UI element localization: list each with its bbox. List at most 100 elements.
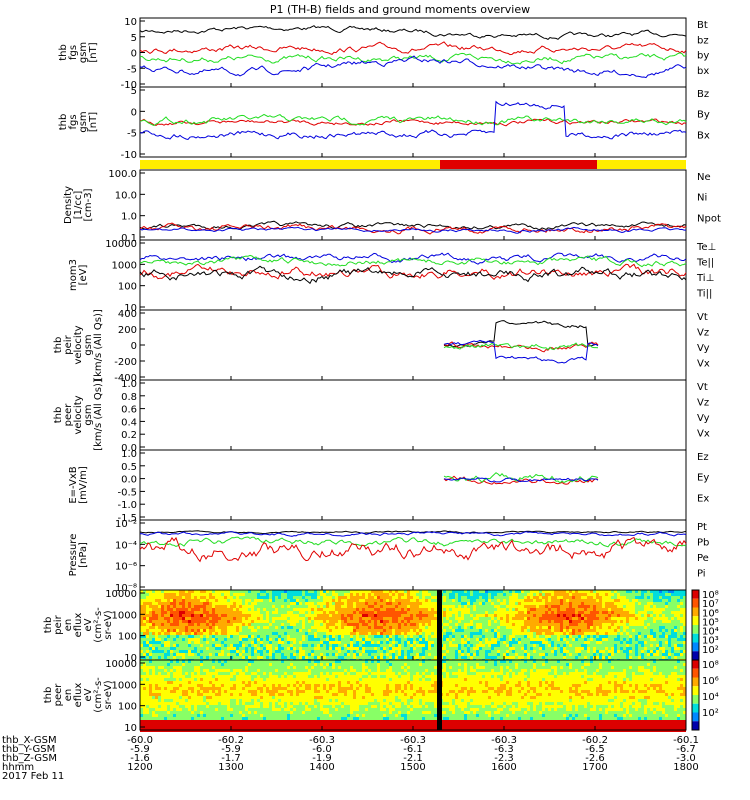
spectrogram-cell: [344, 635, 347, 638]
spectrogram-cell: [665, 608, 668, 611]
spectrogram-cell: [458, 599, 461, 602]
spectrogram-cell: [341, 590, 344, 593]
spectrogram-cell: [158, 663, 161, 666]
spectrogram-cell: [269, 656, 272, 659]
spectrogram-cell: [326, 599, 329, 602]
spectrogram-cell: [578, 590, 581, 593]
spectrogram-cell: [434, 644, 437, 647]
spectrogram-cell: [476, 617, 479, 620]
spectrogram-cell: [155, 717, 158, 720]
spectrogram-cell: [182, 660, 185, 663]
spectrogram-cell: [587, 650, 590, 653]
spectrogram-cell: [551, 653, 554, 656]
spectrogram-cell: [386, 620, 389, 623]
spectrogram-cell: [374, 650, 377, 653]
spectrogram-cell: [281, 614, 284, 617]
spectrogram-cell: [548, 638, 551, 641]
spectrogram-cell: [176, 702, 179, 705]
spectrogram-cell: [140, 669, 143, 672]
spectrogram-cell: [263, 626, 266, 629]
y-tick-label: 1000: [112, 260, 137, 271]
spectrogram-cell: [278, 629, 281, 632]
spectrogram-cell: [164, 708, 167, 711]
spectrogram-cell: [380, 614, 383, 617]
spectrogram-cell: [296, 605, 299, 608]
spectrogram-cell: [608, 590, 611, 593]
spectrogram-cell: [641, 632, 644, 635]
spectrogram-cell: [314, 629, 317, 632]
spectrogram-cell: [377, 641, 380, 644]
spectrogram-cell: [599, 620, 602, 623]
spectrogram-cell: [368, 599, 371, 602]
spectrogram-cell: [398, 608, 401, 611]
spectrogram-cell: [194, 644, 197, 647]
spectrogram-cell: [209, 629, 212, 632]
spectrogram-cell: [464, 623, 467, 626]
spectrogram-cell: [380, 635, 383, 638]
spectrogram-cell: [674, 623, 677, 626]
spectrogram-cell: [332, 656, 335, 659]
y-tick-label: 0: [131, 341, 137, 352]
spectrogram-cell: [383, 623, 386, 626]
spectrogram-cell: [647, 596, 650, 599]
spectrogram-cell: [614, 623, 617, 626]
spectrogram-cell: [308, 617, 311, 620]
spectrogram-cell: [374, 653, 377, 656]
spectrogram-cell: [287, 617, 290, 620]
spectrogram-cell: [326, 596, 329, 599]
spectrogram-cell: [659, 593, 662, 596]
spectrogram-cell: [146, 681, 149, 684]
spectrogram-cell: [284, 620, 287, 623]
spectrogram-cell: [464, 599, 467, 602]
spectrogram-cell: [239, 635, 242, 638]
spectrogram-cell: [482, 629, 485, 632]
spectrogram-cell: [260, 614, 263, 617]
spectrogram-cell: [176, 614, 179, 617]
spectrogram-cell: [644, 614, 647, 617]
spectrogram-cell: [206, 635, 209, 638]
spectrogram-cell: [560, 596, 563, 599]
spectrogram-cell: [365, 596, 368, 599]
spectrogram-cell: [455, 623, 458, 626]
spectrogram-cell: [290, 602, 293, 605]
spectrogram-cell: [677, 656, 680, 659]
spectrogram-cell: [470, 650, 473, 653]
spectrogram-cell: [629, 623, 632, 626]
spectrogram-cell: [233, 650, 236, 653]
spectrogram-cell: [380, 590, 383, 593]
spectrogram-cell: [551, 635, 554, 638]
spectrogram-cell: [551, 641, 554, 644]
spectrogram-cell: [335, 626, 338, 629]
spectrogram-cell: [218, 611, 221, 614]
spectrogram-cell: [353, 644, 356, 647]
legend-Pe: Pe: [697, 553, 709, 564]
spectrogram-cell: [263, 623, 266, 626]
spectrogram-cell: [497, 650, 500, 653]
spectrogram-cell: [473, 617, 476, 620]
spectrogram-cell: [242, 629, 245, 632]
spectrogram-cell: [320, 641, 323, 644]
spectrogram-cell: [344, 638, 347, 641]
spectrogram-cell: [479, 608, 482, 611]
spectrogram-cell: [578, 650, 581, 653]
spectrogram-cell: [467, 638, 470, 641]
spectrogram-cell: [563, 614, 566, 617]
spectrogram-cell: [365, 617, 368, 620]
spectrogram-cell: [464, 629, 467, 632]
spectrogram-cell: [425, 638, 428, 641]
spectrogram-cell: [248, 620, 251, 623]
spectrogram-cell: [461, 650, 464, 653]
spectrogram-cell: [212, 611, 215, 614]
spectrogram-cell: [212, 599, 215, 602]
spectrogram-cell: [674, 629, 677, 632]
spectrogram-cell: [602, 614, 605, 617]
spectrogram-cell: [527, 611, 530, 614]
spectrogram-cell: [314, 626, 317, 629]
spectrogram-cell: [338, 623, 341, 626]
spectrogram-cell: [479, 629, 482, 632]
spectrogram-cell: [227, 623, 230, 626]
spectrogram-cell: [230, 647, 233, 650]
spectrogram-cell: [161, 711, 164, 714]
spectrogram-cell: [311, 611, 314, 614]
